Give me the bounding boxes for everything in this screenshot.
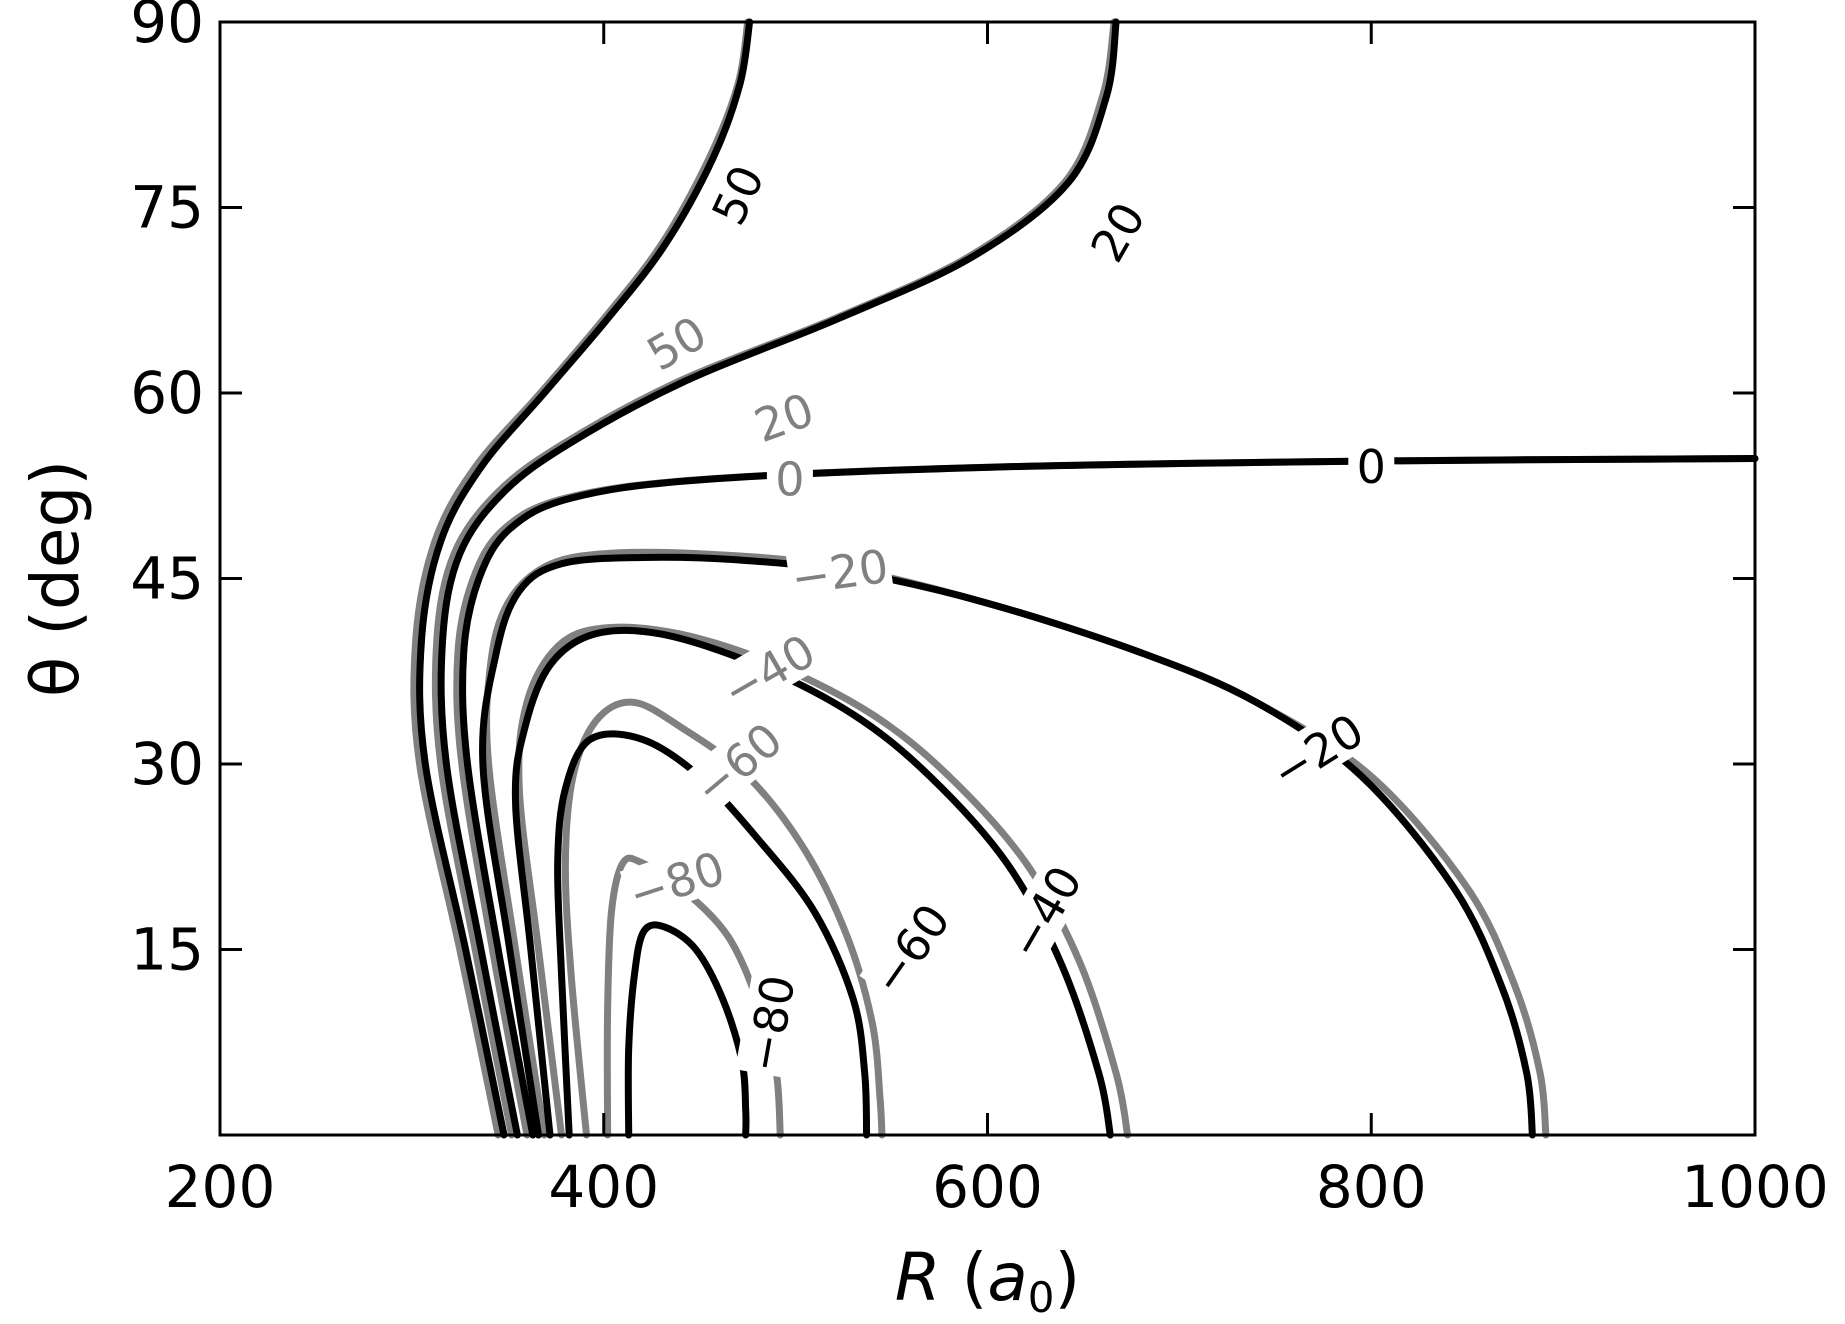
contour-label-group: −40 [711,622,825,719]
contour-label: −80 [736,971,806,1076]
contour-line-50-black [416,18,754,1139]
contour-label-background [1348,440,1395,491]
contour-label-background [740,379,827,452]
y-tick-label: 90 [130,0,204,56]
contour-label-background [711,622,825,717]
x-axis-title-unit: a [987,1239,1027,1316]
contour-label-background [785,538,894,603]
contour-label-group: −60 [681,710,793,816]
contour-label-background [697,150,775,239]
x-tick-label: 800 [1316,1153,1427,1221]
contour-label-background [1259,701,1373,799]
y-tick-label: 75 [130,174,204,242]
contour-label-group: −80 [619,840,733,922]
y-tick-label: 15 [130,916,204,984]
x-tick-label: 200 [165,1153,276,1221]
y-tick-label: 30 [130,730,204,798]
x-axis-title-unit-sub: 0 [1028,1273,1055,1322]
contour-label-background [996,854,1091,969]
contour-line-0-black [459,455,1759,1139]
contour-label-group: −20 [785,538,894,606]
contour-label-background [859,892,959,1005]
contour-line-20-gray [431,18,1118,1139]
x-tick-label: 400 [548,1153,659,1221]
contour-label-group: 20 [740,379,827,453]
contour-label-group: 20 [1076,186,1157,276]
contour-label: −80 [622,841,731,922]
contour-label-background [766,452,813,503]
contour-label-group: −60 [859,892,961,1005]
x-tick-label: 1000 [1681,1153,1829,1221]
y-tick-label: 45 [130,545,204,613]
contour-line-neg20-black [479,553,1536,1139]
contour-line-neg20-gray [483,548,1550,1139]
contour-label-background [619,840,733,920]
contour-label: −60 [861,894,961,1004]
y-axis-title: θ (deg) [17,460,94,697]
x-axis-title: R (a0) [895,1239,1081,1322]
contour-label-group: 0 [1348,440,1395,494]
contour-line-50-gray [410,18,752,1139]
contour-label: 0 [775,453,804,507]
contour-label: 0 [1357,440,1386,494]
contour-label-background [631,301,721,382]
contour-lines [410,18,1759,1139]
y-tick-label: 60 [130,359,204,427]
contour-line-neg60-black [554,730,871,1139]
x-tick-label: 600 [932,1153,1043,1221]
contour-label: −60 [684,712,793,816]
contour-label-background [681,710,792,815]
contour-label-background [735,968,803,1078]
contour-label: −20 [788,539,892,606]
x-axis-title-var: R [895,1239,941,1316]
contour-label-group: 0 [766,452,813,507]
contour-line-neg40-gray [515,623,1132,1139]
contour-line-neg80-black [624,921,750,1139]
contour-line-neg60-gray [561,698,886,1139]
contour-label-background [1076,186,1157,276]
contour-label-group: −80 [735,968,806,1078]
contour-line-20-black [437,18,1120,1139]
